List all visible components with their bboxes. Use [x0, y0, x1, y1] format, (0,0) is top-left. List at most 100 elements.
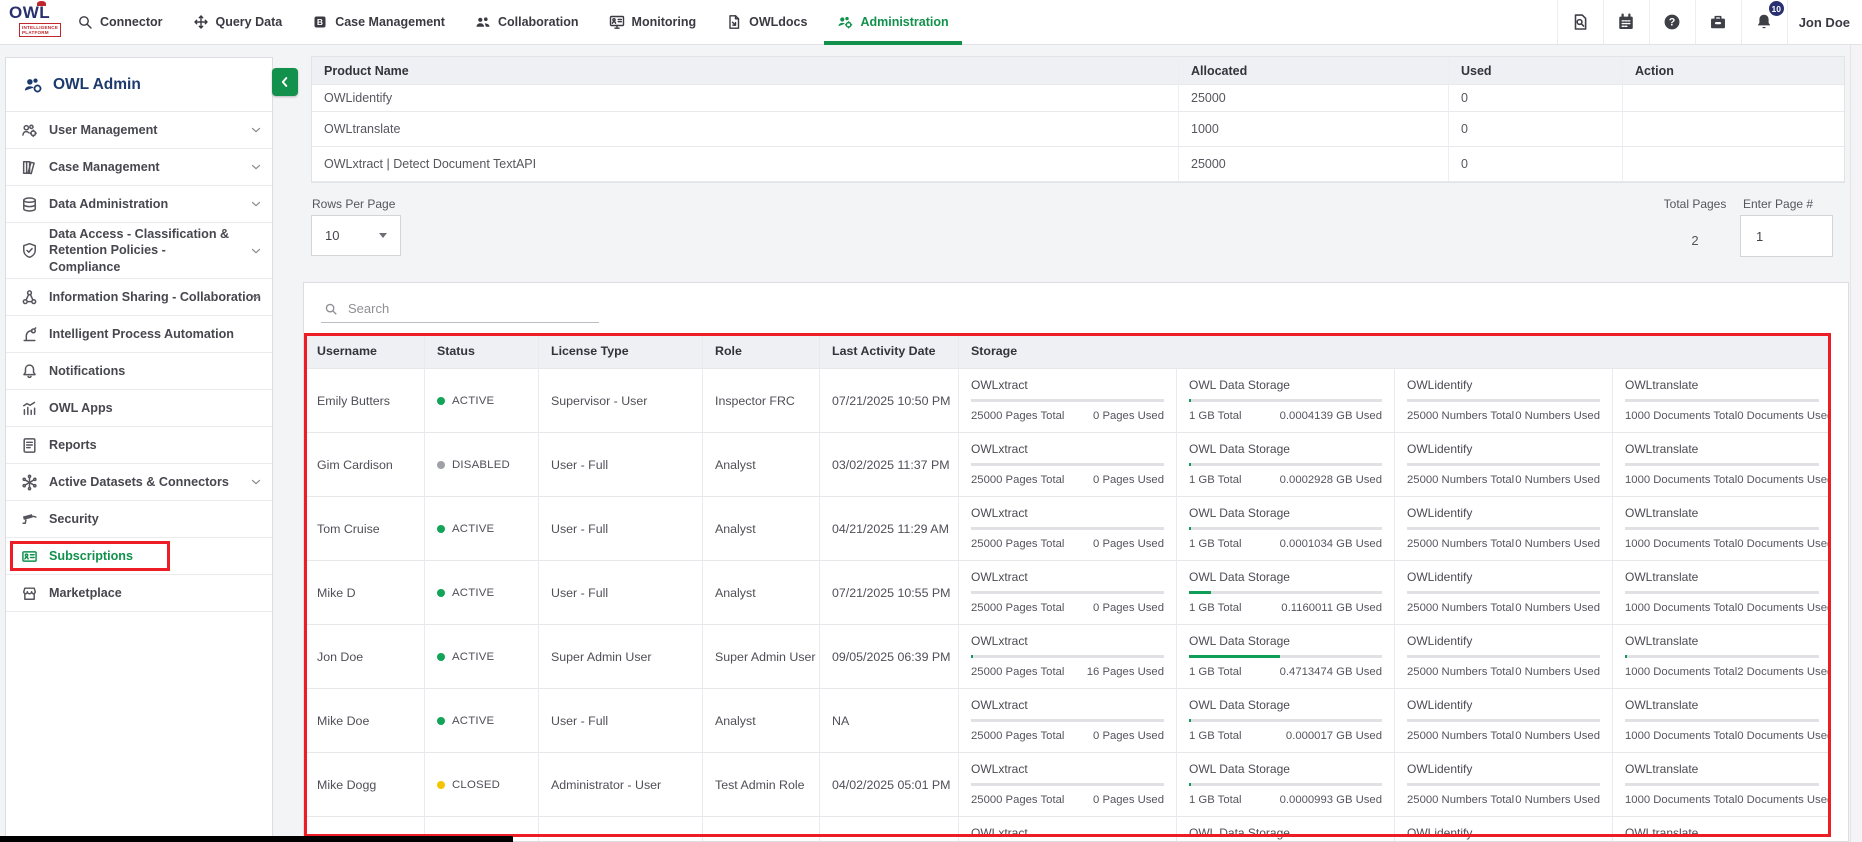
storage-product-name: OWLxtract [971, 570, 1028, 584]
storage-total: 25000 Pages Total [971, 538, 1065, 550]
storage-sub-cell-owl-data-storage: OWL Data Storage 1 GB Total 0.0001034 GB… [1177, 497, 1395, 560]
user-row-gim-cardison[interactable]: Gim Cardison DISABLED User - Full Analys… [305, 433, 1831, 497]
user-row-mike-doe[interactable]: Mike Doe ACTIVE User - Full Analyst NA O… [305, 689, 1831, 753]
storage-total: 1 GB Total [1189, 730, 1242, 742]
status-cell: CLOSED [425, 753, 539, 817]
sidebar-item-reports[interactable]: Reports [6, 427, 272, 464]
product-name: OWLtranslate [312, 112, 1179, 147]
nav-item-monitoring[interactable]: Monitoring [594, 0, 712, 44]
tool-calendar-icon[interactable] [1602, 0, 1649, 44]
automation-icon [21, 326, 38, 343]
storage-product-name: OWLidentify [1407, 506, 1473, 520]
storage-usage-bar [971, 463, 1164, 466]
storage-sub-cell-owl-data-storage: OWL Data Storage 1 GB Total 0.1160011 GB… [1177, 561, 1395, 624]
sidebar-item-subscriptions[interactable]: Subscriptions [6, 538, 272, 575]
storage-product-name: OWLidentify [1407, 826, 1473, 840]
nav-item-connector[interactable]: Connector [62, 0, 178, 44]
svg-text:B: B [317, 17, 323, 27]
nav-item-administration[interactable]: Administration [822, 0, 963, 45]
user-row-jon-doe[interactable]: Jon Doe ACTIVE Super Admin User Super Ad… [305, 625, 1831, 689]
total-pages-label: Total Pages [1663, 197, 1727, 211]
bell-icon [1755, 13, 1773, 31]
page-number-input[interactable] [1740, 215, 1833, 257]
scrollbar-track[interactable] [1850, 45, 1862, 842]
search-input[interactable] [346, 300, 582, 317]
sidebar-item-case-management[interactable]: Case Management [6, 149, 272, 186]
sidebar-item-data-administration[interactable]: Data Administration [6, 186, 272, 223]
storage-sub-cell-owl-data-storage: OWL Data Storage 1 GB Total 0.4713474 GB… [1177, 625, 1395, 688]
storage-sub-cell-owl-data-storage: OWL Data Storage 1 GB Total 0.000017 GB … [1177, 689, 1395, 752]
owl-admin-icon [24, 78, 42, 92]
storage-total: 25000 Numbers Total [1407, 730, 1515, 742]
nav-item-owldocs[interactable]: OWLdocs [711, 0, 822, 44]
user-menu[interactable]: Jon Doe [1786, 0, 1862, 44]
storage-product-name: OWLxtract [971, 442, 1028, 456]
chevron-left-icon [281, 77, 288, 87]
column-header-role: Role [703, 334, 820, 369]
nav-item-collaboration[interactable]: Collaboration [460, 0, 594, 44]
storage-product-name: OWL Data Storage [1189, 826, 1290, 840]
sidebar-item-user-management[interactable]: User Management [6, 112, 272, 149]
nav-item-query-data[interactable]: Query Data [178, 0, 298, 44]
status-label: CLOSED [452, 778, 501, 791]
storage-sub-cell-owltranslate: OWLtranslate [1613, 817, 1831, 841]
sidebar-item-notifications[interactable]: Notifications [6, 353, 272, 390]
storage-used: 0 Pages Used [1093, 474, 1164, 486]
storage-total: 25000 Pages Total [971, 730, 1065, 742]
storage-total: 25000 Pages Total [971, 602, 1065, 614]
username-cell: Emily Butters [305, 369, 425, 433]
storage-sub-cell-owlxtract: OWLxtract 25000 Pages Total 0 Pages Used [959, 497, 1177, 560]
column-header-action: Action [1623, 57, 1844, 85]
users-table-header: Username Status License Type Role Last Activ… [305, 334, 1831, 369]
sidebar-item-intelligent-process-automation[interactable]: Intelligent Process Automation [6, 316, 272, 353]
sidebar-item-owl-apps[interactable]: OWL Apps [6, 390, 272, 427]
column-header-allocated: Allocated [1179, 57, 1449, 85]
storage-usage-bar [1189, 591, 1382, 594]
nav-item-case-management[interactable]: B Case Management [297, 0, 460, 44]
storage-total: 1000 Documents Total [1625, 602, 1738, 614]
search-box [321, 295, 599, 323]
tool-doc-search-icon[interactable] [1556, 0, 1603, 44]
username-cell: Mike Dogg [305, 753, 425, 817]
sidebar-title: OWL Admin [53, 75, 141, 93]
connectors-icon [21, 474, 38, 491]
calendar-icon [1617, 13, 1635, 31]
sidebar-item-marketplace[interactable]: Marketplace [6, 575, 272, 612]
storage-used: 0 Numbers Used [1515, 666, 1600, 678]
product-action [1623, 112, 1844, 147]
sidebar-item-active-datasets-connectors[interactable]: Active Datasets & Connectors [6, 464, 272, 501]
user-row-emily-butters[interactable]: Emily Butters ACTIVE Supervisor - User I… [305, 369, 1831, 433]
help-icon: ? [1663, 13, 1681, 31]
tool-toolbox-icon[interactable] [1694, 0, 1741, 44]
user-row-tom-cruise[interactable]: Tom Cruise ACTIVE User - Full Analyst 04… [305, 497, 1831, 561]
storage-product-name: OWLtranslate [1625, 570, 1699, 584]
storage-sub-cell-owltranslate: OWLtranslate 1000 Documents Total 0 Docu… [1613, 689, 1831, 752]
storage-usage-bar [1625, 399, 1819, 402]
tool-help-icon[interactable]: ? [1648, 0, 1695, 44]
storage-usage-bar [1407, 655, 1600, 658]
storage-used: 0 Pages Used [1093, 602, 1164, 614]
sidebar-collapse-button[interactable] [272, 68, 298, 96]
user-row-mike-d[interactable]: Mike D ACTIVE User - Full Analyst 07/21/… [305, 561, 1831, 625]
owl-logo[interactable]: OWL INTELLIGENCE PLATFORM [0, 0, 62, 44]
sidebar-item-label: Intelligent Process Automation [49, 326, 234, 341]
rows-per-page-select[interactable]: 10 [311, 215, 401, 256]
product-name: OWLidentify [312, 85, 1179, 112]
storage-usage-bar [971, 527, 1164, 530]
chevron-down-icon [249, 197, 263, 211]
storage-total: 25000 Numbers Total [1407, 666, 1515, 678]
storage-product-name: OWLidentify [1407, 634, 1473, 648]
tool-bell-icon[interactable]: 10 [1740, 0, 1787, 44]
storage-product-name: OWLtranslate [1625, 634, 1699, 648]
sidebar-item-label: User Management [49, 122, 158, 137]
sidebar-item-information-sharing-collaboration[interactable]: Information Sharing - Collaboration [6, 279, 272, 316]
sidebar-item-data-access-classification-retention-pol[interactable]: Data Access - Classification & Retention… [6, 223, 272, 279]
storage-sub-cell-owlidentify: OWLidentify 25000 Numbers Total 0 Number… [1395, 625, 1613, 688]
status-dot [437, 588, 445, 597]
storage-total: 1 GB Total [1189, 410, 1242, 422]
sidebar-item-label: Security [49, 511, 99, 526]
sidebar-item-security[interactable]: Security [6, 501, 272, 538]
storage-total: 1 GB Total [1189, 474, 1242, 486]
user-row-mike-dogg[interactable]: Mike Dogg CLOSED Administrator - User Te… [305, 753, 1831, 817]
